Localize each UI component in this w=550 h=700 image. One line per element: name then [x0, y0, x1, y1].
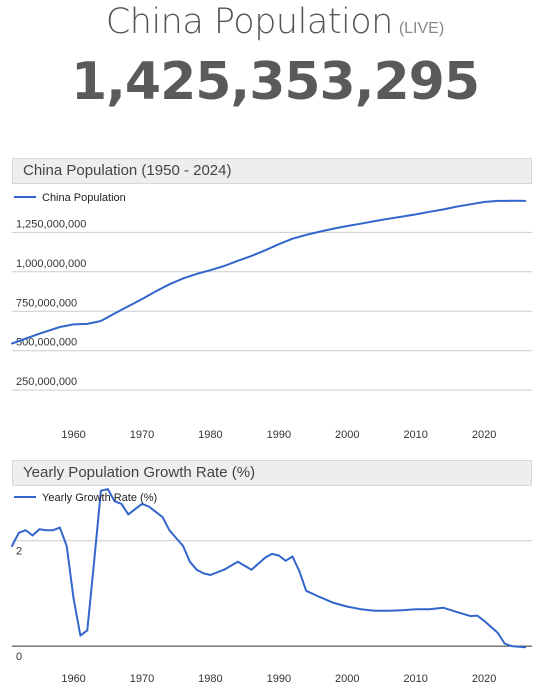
growth-chart-header: Yearly Population Growth Rate (%): [12, 460, 532, 486]
x-tick-label: 1980: [198, 429, 222, 441]
population-counter: 1,425,353,295: [70, 52, 480, 112]
x-tick-label: 2010: [403, 673, 427, 685]
growth-rate-chart[interactable]: 2 0 1960 1970 1980 1990 2000 2010 2020 Yearly Gro…: [0, 487, 550, 692]
series-line: [11, 199, 527, 345]
page-title-text: China Population: [105, 2, 394, 42]
y-tick-label: 1,250,000,000: [16, 218, 86, 230]
y-tick-label: 2: [16, 546, 22, 558]
x-tick-label: 1970: [130, 429, 154, 441]
y-tick-label: 250,000,000: [16, 376, 77, 388]
live-label: (LIVE): [398, 20, 445, 37]
y-tick-label: 1,000,000,000: [16, 258, 86, 270]
population-chart-header: China Population (1950 - 2024): [12, 158, 532, 184]
y-tick-label: 750,000,000: [16, 297, 77, 309]
x-tick-label: 1980: [198, 673, 222, 685]
x-tick-label: 2000: [335, 429, 359, 441]
page-title: China Population (LIVE): [0, 2, 550, 42]
x-tick-label: 2020: [472, 429, 496, 441]
x-tick-label: 2010: [403, 429, 427, 441]
x-tick-label: 1960: [61, 673, 85, 685]
x-tick-label: 1960: [61, 429, 85, 441]
legend-label: Yearly Growth Rate (%): [42, 492, 157, 504]
x-tick-label: 1970: [130, 673, 154, 685]
population-chart[interactable]: 1,250,000,000 1,000,000,000 750,000,000 500…: [0, 185, 550, 445]
y-tick-label: 500,000,000: [16, 337, 77, 349]
y-tick-label: 0: [16, 651, 22, 663]
x-tick-label: 1990: [267, 429, 291, 441]
x-tick-label: 2020: [472, 673, 496, 685]
legend-label: China Population: [42, 192, 126, 204]
x-tick-label: 1990: [267, 673, 291, 685]
x-tick-label: 2000: [335, 673, 359, 685]
series-line: [11, 488, 527, 649]
